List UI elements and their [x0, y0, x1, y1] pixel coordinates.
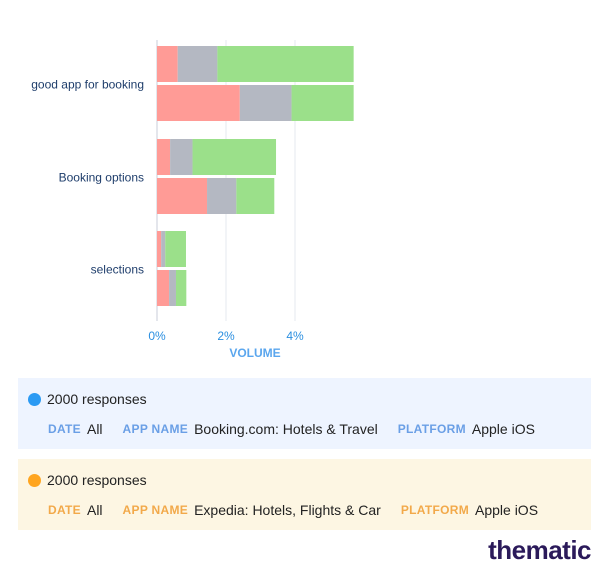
legend-panel-booking: 2000 responses DATE All APP NAME Booking…: [18, 378, 591, 449]
legend-panel-expedia: 2000 responses DATE All APP NAME Expedia…: [18, 459, 591, 530]
bar-segment-negative: [157, 231, 162, 267]
series-dot-orange: [28, 473, 41, 487]
app-name-key: APP NAME: [122, 503, 189, 517]
platform-value: Apple iOS: [471, 421, 535, 437]
bar-segment-neutral: [177, 46, 218, 82]
bar-segment-neutral: [170, 139, 193, 175]
bar-segment-negative: [157, 85, 240, 121]
platform-key: PLATFORM: [400, 503, 469, 517]
date-key: DATE: [48, 422, 81, 436]
app-name-value: Expedia: Hotels, Flights & Car: [194, 502, 381, 518]
responses-count: 2000 responses: [47, 472, 147, 488]
series-dot-blue: [28, 392, 41, 406]
x-tick-label: 4%: [286, 329, 304, 343]
bar-segment-positive: [236, 178, 275, 214]
bar-segment-positive: [175, 270, 187, 306]
bar-segment-negative: [157, 178, 208, 214]
date-value: All: [86, 421, 103, 437]
bar-segment-positive: [165, 231, 186, 267]
category-label: good app for booking: [31, 78, 144, 92]
bar-segment-negative: [157, 270, 170, 306]
bar-chart: good app for booking Booking options selec…: [31, 40, 354, 360]
platform-key: PLATFORM: [397, 422, 466, 436]
responses-count: 2000 responses: [47, 391, 147, 407]
thematic-logo: thematic: [488, 535, 591, 565]
x-tick-label: 2%: [217, 329, 235, 343]
category-label: Booking options: [59, 171, 144, 185]
x-axis-label: VOLUME: [229, 346, 280, 360]
bar-segment-negative: [157, 139, 171, 175]
category-label: selections: [91, 263, 144, 277]
bar-segment-neutral: [239, 85, 292, 121]
date-key: DATE: [48, 503, 81, 517]
platform-value: Apple iOS: [475, 502, 539, 518]
bar-segment-neutral: [207, 178, 237, 214]
bar-segment-positive: [291, 85, 354, 121]
app-name-value: Booking.com: Hotels & Travel: [194, 421, 378, 437]
app-name-key: APP NAME: [122, 422, 189, 436]
bar-segment-positive: [192, 139, 277, 175]
x-tick-label: 0%: [148, 329, 166, 343]
bar-segment-neutral: [169, 270, 176, 306]
bar-segment-positive: [217, 46, 354, 82]
date-value: All: [86, 502, 103, 518]
bar-segment-neutral: [161, 231, 166, 267]
bar-segment-negative: [157, 46, 178, 82]
